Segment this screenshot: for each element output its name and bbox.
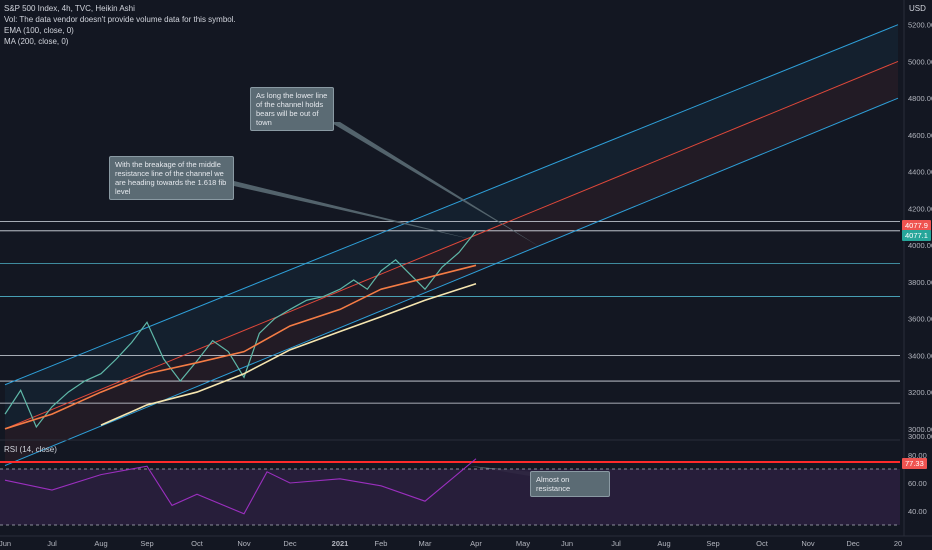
time-axis-tick-label: Feb: [375, 539, 388, 548]
currency-label: USD: [909, 4, 926, 13]
channel-upper-line: [4, 24, 899, 386]
price-axis-tick-label: 4200.00: [908, 204, 932, 213]
price-tag-a: 4077.9: [902, 220, 931, 231]
rsi-value-tag: 77.33: [902, 458, 927, 469]
rsi-axis-tick-label: 40.00: [908, 507, 927, 516]
rsi-axis-tick-label: 60.00: [908, 479, 927, 488]
rsi-line: [4, 458, 477, 515]
ema-legend: EMA (100, close, 0): [4, 26, 74, 35]
symbol-title: S&P 500 Index, 4h, TVC, Heikin Ashi: [4, 4, 135, 13]
time-axis-tick-label: Dec: [846, 539, 860, 548]
price-axis-tick-label: 4800.00: [908, 94, 932, 103]
price-axis-tick-label: 5200.00: [908, 21, 932, 30]
time-axis-tick-label: Aug: [657, 539, 670, 548]
price-tag-b: 4077.1: [902, 230, 931, 241]
time-axis-tick-label: 2021: [332, 539, 349, 548]
time-axis-tick-label: Jun: [0, 539, 11, 548]
price-line: [4, 230, 477, 429]
rsi-axis-tick-label: 80.00: [908, 451, 927, 460]
price-axis-tick-label: 3000.00: [908, 425, 932, 434]
time-axis-tick-label: Mar: [419, 539, 432, 548]
time-axis-tick-label: Oct: [191, 539, 204, 548]
time-axis-tick-label: Jul: [47, 539, 57, 548]
time-axis-tick-label: Dec: [283, 539, 297, 548]
price-axis-tick-label: 3800.00: [908, 278, 932, 287]
callout-lower-line[interactable]: As long the lower line of the channel ho…: [250, 87, 334, 131]
time-axis-tick-label: Aug: [94, 539, 107, 548]
time-axis-tick-label: Sep: [140, 539, 153, 548]
price-axis-tick-label: 4000.00: [908, 241, 932, 250]
rsi-legend: RSI (14, close): [4, 445, 57, 454]
callout-resistance[interactable]: Almost on resistance: [530, 471, 610, 497]
callout-breakage[interactable]: With the breakage of the middle resistan…: [109, 156, 234, 200]
time-axis-tick-label: 20: [894, 539, 902, 548]
price-axis-tick-label: 5000.00: [908, 57, 932, 66]
time-axis-tick-label: Jul: [611, 539, 621, 548]
time-axis-tick-label: Jun: [561, 539, 573, 548]
time-axis-tick-label: Nov: [237, 539, 251, 548]
ma-200-line: [100, 282, 477, 426]
channel-upper-fill: [5, 24, 898, 429]
rsi-band: [0, 469, 900, 525]
time-axis-tick-label: May: [516, 539, 530, 548]
time-axis-tick-label: Apr: [470, 539, 482, 548]
price-axis-tick-label: 4600.00: [908, 131, 932, 140]
price-axis-tick-label: 3000.00: [908, 432, 932, 441]
callout-breakage-pointer: [230, 180, 475, 240]
ema-100-line: [4, 264, 477, 430]
callout-lower-line-pointer: [330, 122, 540, 247]
time-axis-tick-label: Sep: [706, 539, 719, 548]
channel-middle-line: [4, 60, 899, 430]
time-axis-tick-label: Nov: [801, 539, 815, 548]
price-axis-tick-label: 3600.00: [908, 315, 932, 324]
time-axis-tick-label: Oct: [756, 539, 769, 548]
price-axis-tick-label: 3400.00: [908, 351, 932, 360]
channel-lower-line: [4, 97, 899, 467]
volume-note: Vol: The data vendor doesn't provide vol…: [4, 15, 236, 24]
price-axis-tick-label: 3200.00: [908, 388, 932, 397]
price-axis-tick-label: 4400.00: [908, 168, 932, 177]
ma-legend: MA (200, close, 0): [4, 37, 69, 46]
